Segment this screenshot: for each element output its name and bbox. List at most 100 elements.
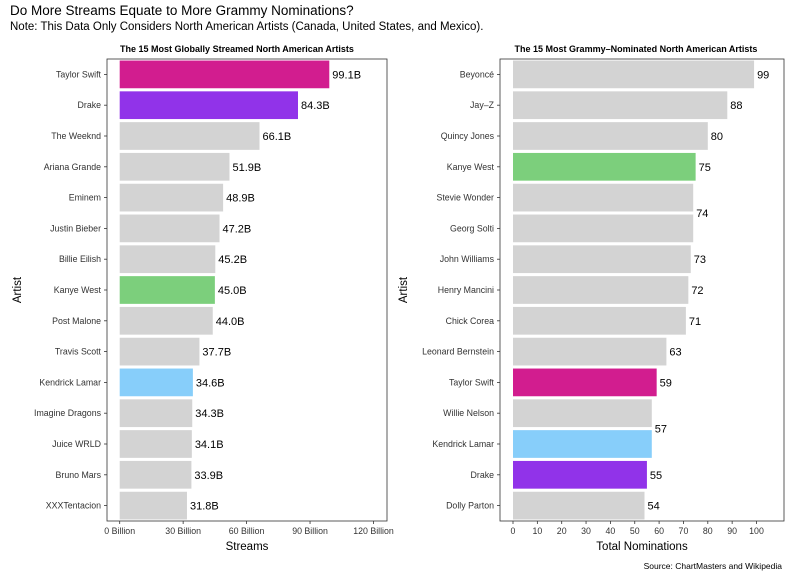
left-ytick-label: Post Malone (52, 316, 101, 326)
right-bar-chick-corea (513, 306, 686, 335)
left-bar-ariana-grande (119, 152, 230, 181)
right-value-label: 71 (689, 316, 701, 328)
right-value-label: 63 (669, 347, 681, 359)
right-ytick-label: Chick Corea (446, 316, 495, 326)
left-ytick-label: Juice WRLD (52, 439, 101, 449)
right-ytick-label: John Williams (440, 254, 495, 264)
left-bar-travis-scott (119, 337, 200, 366)
right-xtick-label: 0 (511, 526, 516, 536)
right-bar-stevie-wonder (513, 183, 694, 212)
right-xtick-label: 60 (654, 526, 664, 536)
left-panel-title: The 15 Most Globally Streamed North Amer… (120, 44, 354, 54)
right-value-label: 55 (650, 470, 662, 482)
right-xtick-label: 20 (557, 526, 567, 536)
right-panel-title: The 15 Most Grammy–Nominated North Ameri… (515, 44, 758, 54)
left-bar-billie-eilish (119, 245, 216, 274)
left-ytick-label: Travis Scott (55, 347, 102, 357)
left-value-label: 99.1B (332, 69, 361, 81)
right-ytick-label: Henry Mancini (438, 285, 494, 295)
right-value-label: 59 (660, 377, 672, 389)
right-ytick-label: Quincy Jones (441, 131, 495, 141)
left-bar-the-weeknd (119, 122, 260, 150)
right-value-label: 54 (647, 501, 659, 513)
right-xtick-label: 100 (749, 526, 764, 536)
left-value-label: 47.2B (223, 223, 252, 235)
chart-subtitle: Note: This Data Only Considers North Ame… (10, 21, 484, 33)
left-xtick-label: 120 Billion (353, 526, 394, 536)
left-bar-drake (119, 91, 298, 120)
right-ytick-label: Taylor Swift (449, 377, 495, 387)
left-value-label: 33.9B (194, 470, 223, 482)
left-xtick-label: 30 Billion (165, 526, 201, 536)
right-ytick-label: Kanye West (447, 162, 495, 172)
left-ytick-label: Imagine Dragons (34, 408, 102, 418)
right-ytick-label: Willie Nelson (443, 408, 494, 418)
left-ytick-label: Kendrick Lamar (39, 377, 101, 387)
right-value-label: 74 (696, 208, 708, 220)
right-xtick-label: 30 (581, 526, 591, 536)
right-bar-georg-solti (513, 214, 694, 243)
left-value-label: 45.2B (218, 254, 247, 266)
right-ytick-label: Beyoncé (460, 69, 494, 79)
left-value-label: 34.3B (195, 408, 224, 420)
left-value-label: 34.6B (196, 377, 225, 389)
left-bar-taylor-swift (119, 60, 330, 89)
right-xtick-label: 90 (727, 526, 737, 536)
left-xtick-label: 0 Billion (104, 526, 135, 536)
left-ytick-label: XXXTentacion (46, 501, 101, 511)
left-bar-xxxtentacion (119, 491, 187, 520)
left-bar-kendrick-lamar (119, 368, 193, 397)
left-value-label: 37.7B (202, 347, 231, 359)
right-bar-taylor-swift (513, 368, 657, 397)
left-bar-juice-wrld (119, 430, 192, 458)
left-xtick-label: 60 Billion (229, 526, 265, 536)
right-bar-henry-mancini (513, 276, 689, 304)
right-bar-willie-nelson (513, 399, 652, 428)
right-ytick-label: Jay–Z (470, 100, 495, 110)
left-ytick-label: The Weeknd (51, 131, 101, 141)
right-xtick-label: 50 (630, 526, 640, 536)
right-ytick-label: Stevie Wonder (436, 193, 494, 203)
left-value-label: 44.0B (216, 316, 245, 328)
left-ytick-label: Taylor Swift (56, 69, 102, 79)
left-value-label: 84.3B (301, 100, 330, 112)
right-y-axis-title: Artist (398, 276, 410, 303)
right-bar-john-williams (513, 245, 691, 274)
left-ytick-label: Kanye West (54, 285, 102, 295)
left-value-label: 66.1B (263, 131, 292, 143)
left-bar-post-malone (119, 306, 213, 335)
left-bar-bruno-mars (119, 460, 192, 489)
left-bar-justin-bieber (119, 214, 220, 243)
left-ytick-label: Drake (78, 100, 102, 110)
right-bar-leonard-bernstein (513, 337, 667, 366)
chart-title: Do More Streams Equate to More Grammy No… (10, 3, 354, 18)
left-value-label: 34.1B (195, 439, 224, 451)
right-xtick-label: 70 (679, 526, 689, 536)
source-caption: Source: ChartMasters and Wikipedia (643, 561, 782, 571)
right-bar-drake (513, 460, 647, 489)
right-bar-quincy-jones (513, 122, 708, 150)
left-ytick-label: Billie Eilish (59, 254, 101, 264)
right-ytick-label: Georg Solti (450, 223, 494, 233)
right-value-label: 72 (691, 285, 703, 297)
right-xtick-label: 10 (532, 526, 542, 536)
left-x-axis-title: Streams (226, 541, 269, 553)
left-value-label: 48.9B (226, 193, 255, 205)
left-value-label: 51.9B (232, 162, 261, 174)
left-y-axis-title: Artist (12, 276, 24, 303)
right-bar-beyonc- (513, 60, 755, 89)
left-ytick-label: Ariana Grande (44, 162, 101, 172)
right-value-label: 88 (730, 100, 742, 112)
left-bar-kanye-west (119, 276, 215, 304)
right-bar-jay-z (513, 91, 728, 120)
left-ytick-label: Justin Bieber (50, 223, 101, 233)
right-bar-kanye-west (513, 152, 696, 181)
left-bar-imagine-dragons (119, 399, 193, 428)
right-ytick-label: Leonard Bernstein (422, 347, 494, 357)
left-bar-eminem (119, 183, 224, 212)
right-bar-kendrick-lamar (513, 430, 652, 458)
right-value-label: 75 (699, 162, 711, 174)
left-ytick-label: Eminem (69, 193, 101, 203)
left-value-label: 31.8B (190, 501, 219, 513)
right-value-label: 80 (711, 131, 723, 143)
